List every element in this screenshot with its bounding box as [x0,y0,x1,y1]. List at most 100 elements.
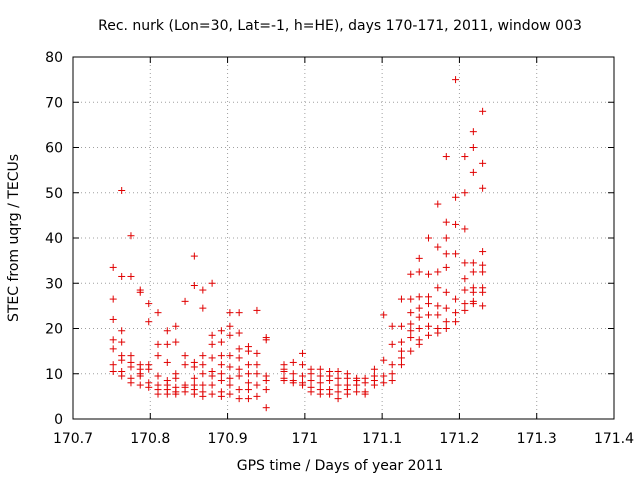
data-point [353,381,361,389]
data-point [199,304,207,312]
data-point [235,365,243,373]
x-tick-label: 170.8 [130,431,170,447]
data-point [127,379,135,387]
data-point [415,325,423,332]
data-point [479,268,487,276]
data-point [407,334,415,342]
x-tick-label: 171.1 [362,431,402,447]
data-point [235,329,243,337]
data-point [226,390,234,398]
data-point [334,381,342,389]
data-point [452,318,460,326]
data-point [415,313,423,321]
data-point [244,370,252,378]
data-point [190,390,198,398]
data-point [262,377,270,385]
data-point [326,390,334,398]
y-tick-label: 80 [45,50,63,66]
data-point [334,367,342,375]
x-tick-label: 170.7 [53,431,93,447]
data-point [244,395,252,403]
x-tick-labels: 170.7 170.8 170.9 171 171.1 171.2 171.3 171.4 [53,431,634,447]
data-point [353,388,361,396]
data-point [442,250,450,258]
data-point [235,309,243,317]
data-point [136,381,144,389]
axis-ticks [72,56,615,420]
plot-frame [72,56,615,420]
data-point [407,309,415,317]
data-points [109,76,487,412]
data-point [244,361,252,369]
data-point [226,381,234,389]
data-point [208,372,216,380]
data-point [388,370,396,378]
data-point [415,268,423,276]
data-point [307,370,315,378]
data-point [469,288,477,296]
data-point [479,261,487,269]
data-point [442,218,450,226]
data-point [326,377,334,385]
data-point [442,304,450,312]
data-point [380,356,388,364]
data-point [109,295,117,303]
data-point [217,377,225,385]
data-point [253,349,261,357]
data-point [434,268,442,276]
data-point [226,363,234,371]
data-point [235,386,243,394]
y-tick-label: 50 [45,186,63,202]
data-point [380,311,388,319]
data-point [154,352,162,360]
data-point [118,186,126,194]
data-point [461,225,469,233]
data-point [109,345,117,353]
data-point [109,336,117,344]
data-point [415,293,423,301]
data-point [442,153,450,161]
data-point [109,263,117,271]
data-point [425,300,433,308]
data-point [334,388,342,396]
data-point [316,365,324,373]
data-point [452,193,460,201]
data-point [407,295,415,303]
data-point [181,352,189,360]
data-point [425,322,433,330]
data-point [118,272,126,280]
data-point [415,254,423,262]
data-point [316,379,324,387]
data-point [461,275,469,283]
y-tick-label: 10 [45,367,63,383]
data-point [190,282,198,290]
data-point [226,309,234,317]
data-point [163,340,171,348]
x-tick-label: 171.3 [517,431,557,447]
data-point [452,309,460,317]
data-point [235,354,243,362]
data-point [208,331,216,339]
data-point [307,388,315,396]
data-point [244,379,252,387]
data-point [415,340,423,348]
data-point [316,390,324,398]
data-point [407,347,415,355]
data-point [280,377,288,385]
data-point [479,302,487,310]
data-point [388,377,396,385]
data-point [361,379,369,387]
data-point [154,340,162,348]
data-point [208,279,216,287]
y-tick-labels: 0 10 20 30 40 50 60 70 80 [45,50,63,428]
data-point [442,318,450,326]
data-point [163,390,171,398]
data-point [199,361,207,369]
data-point [136,288,144,296]
data-point [154,390,162,398]
data-point [380,372,388,380]
data-point [442,288,450,296]
x-tick-label: 171 [291,431,318,447]
data-point [388,322,396,330]
data-point [208,390,216,398]
